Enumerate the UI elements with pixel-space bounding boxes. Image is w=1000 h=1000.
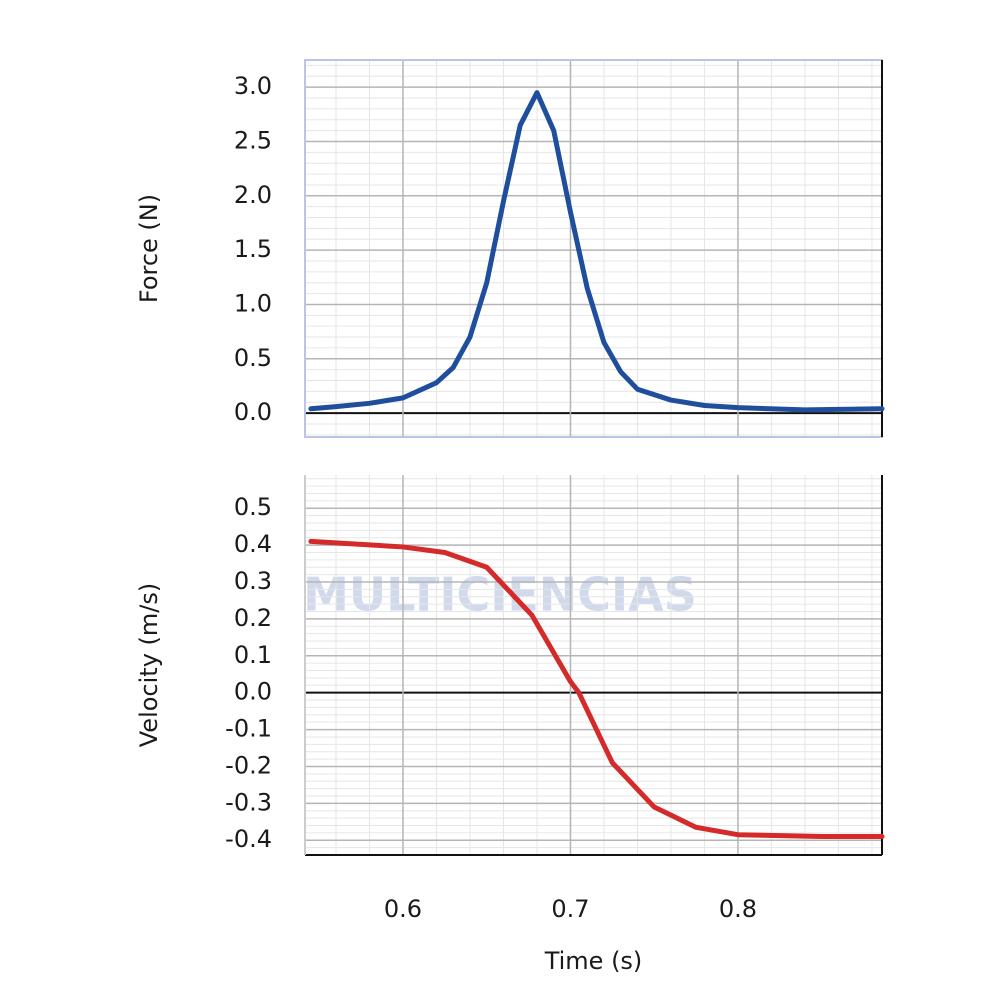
y-tick-label: -0.2 <box>225 751 272 779</box>
x-tick-label: 0.6 <box>384 895 422 923</box>
y-tick-label: 0.0 <box>234 398 272 426</box>
y-tick-label: 3.0 <box>234 72 272 100</box>
y-tick-label: -0.4 <box>225 825 272 853</box>
data-line <box>308 538 885 840</box>
x-tick-label: 0.7 <box>551 895 589 923</box>
y-tick-label: 2.0 <box>234 181 272 209</box>
y-tick-label: 1.5 <box>234 235 272 263</box>
y-tick-label: 0.5 <box>234 493 272 521</box>
y-tick-label: 2.5 <box>234 126 272 154</box>
y-tick-label: 0.0 <box>234 678 272 706</box>
y-axis-label: Force (N) <box>135 194 163 303</box>
data-line <box>308 90 885 413</box>
y-tick-label: -0.3 <box>225 788 272 816</box>
y-axis-label: Velocity (m/s) <box>135 583 163 747</box>
y-tick-label: 0.5 <box>234 344 272 372</box>
y-tick-label: -0.1 <box>225 715 272 743</box>
y-tick-label: 0.2 <box>234 604 272 632</box>
x-axis-label: Time (s) <box>544 947 643 975</box>
y-tick-label: 0.1 <box>234 641 272 669</box>
y-tick-label: 0.4 <box>234 530 272 558</box>
y-tick-label: 0.3 <box>234 567 272 595</box>
x-tick-label: 0.8 <box>719 895 757 923</box>
y-tick-label: 1.0 <box>234 289 272 317</box>
watermark: MULTICIENCIAS <box>303 568 697 622</box>
